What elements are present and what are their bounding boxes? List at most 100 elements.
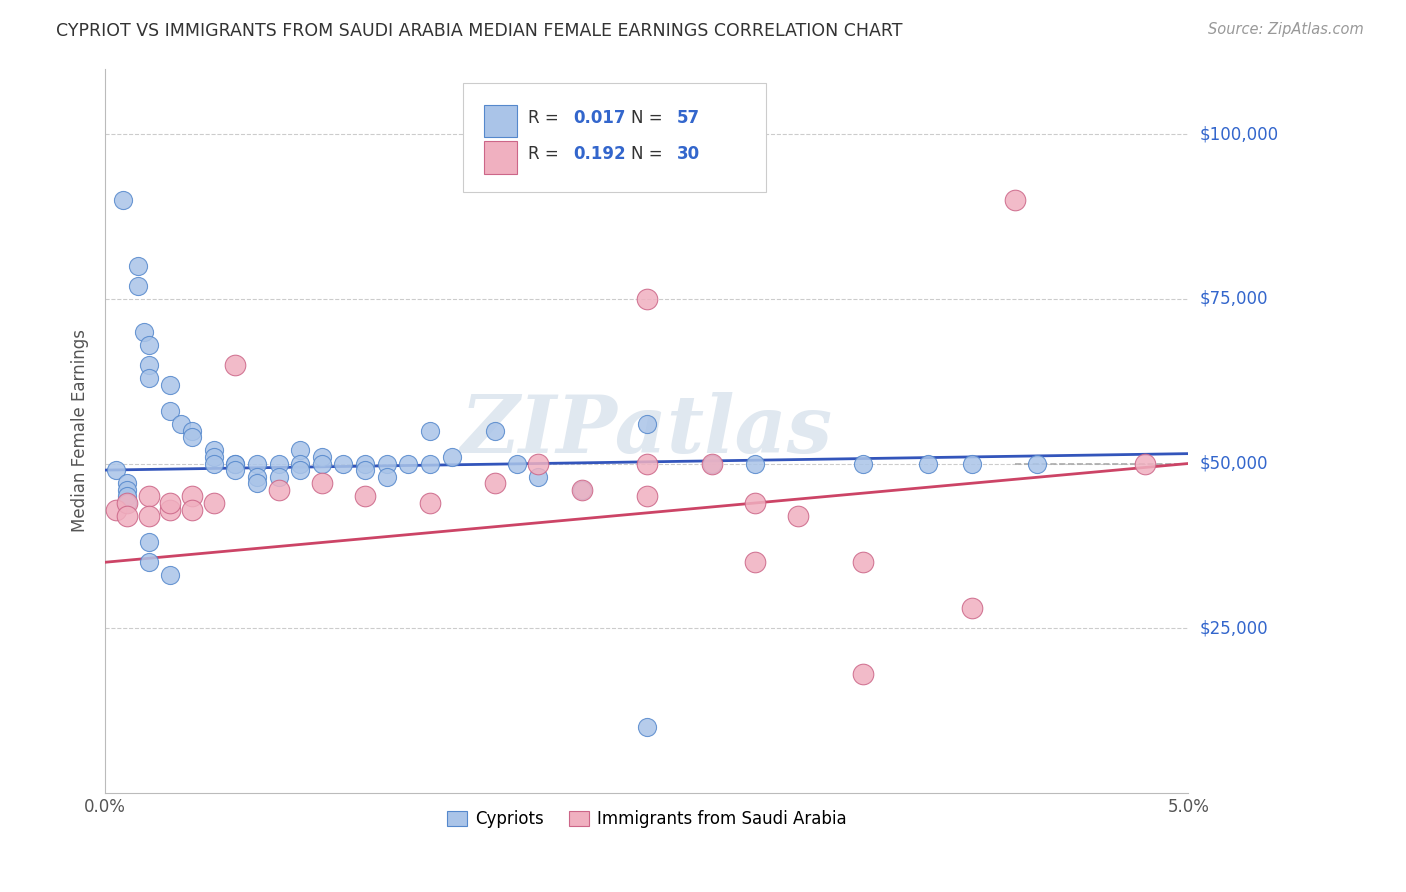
Text: R =: R =	[527, 145, 564, 163]
Point	[105, 463, 128, 477]
Point	[375, 457, 398, 471]
Point	[852, 667, 875, 681]
Text: 30: 30	[678, 145, 700, 163]
Y-axis label: Median Female Earnings: Median Female Earnings	[72, 329, 89, 533]
Point	[852, 457, 875, 471]
Point	[267, 469, 290, 483]
Point	[159, 496, 181, 510]
Point	[159, 568, 181, 582]
Point	[744, 496, 766, 510]
Point	[170, 417, 193, 431]
Text: 0.192: 0.192	[574, 145, 626, 163]
Point	[180, 424, 202, 438]
Point	[224, 358, 246, 372]
Point	[180, 490, 202, 504]
Point	[354, 490, 377, 504]
Point	[138, 371, 160, 385]
FancyBboxPatch shape	[484, 104, 517, 137]
Text: 57: 57	[678, 109, 700, 127]
Point	[636, 720, 658, 734]
Point	[571, 483, 593, 497]
Point	[202, 457, 225, 471]
Point	[115, 483, 138, 497]
Text: Source: ZipAtlas.com: Source: ZipAtlas.com	[1208, 22, 1364, 37]
Point	[180, 502, 202, 516]
Point	[138, 490, 160, 504]
Point	[224, 457, 246, 471]
Text: $25,000: $25,000	[1199, 619, 1268, 637]
Point	[267, 483, 290, 497]
Text: ZIPatlas: ZIPatlas	[461, 392, 832, 469]
Point	[787, 509, 810, 524]
Point	[138, 535, 160, 549]
Point	[288, 443, 311, 458]
Point	[419, 496, 441, 510]
Point	[311, 476, 333, 491]
Point	[527, 457, 550, 471]
Point	[138, 555, 160, 569]
Point	[288, 457, 311, 471]
Point	[440, 450, 463, 464]
Point	[1133, 457, 1156, 471]
Point	[744, 457, 766, 471]
Point	[115, 476, 138, 491]
Point	[484, 476, 506, 491]
Point	[571, 483, 593, 497]
Text: N =: N =	[630, 109, 668, 127]
Point	[180, 430, 202, 444]
Point	[354, 463, 377, 477]
Point	[138, 338, 160, 352]
Point	[636, 417, 658, 431]
Point	[159, 404, 181, 418]
Point	[115, 496, 138, 510]
Point	[138, 358, 160, 372]
Point	[288, 463, 311, 477]
Point	[224, 463, 246, 477]
Text: $100,000: $100,000	[1199, 126, 1278, 144]
Point	[960, 601, 983, 615]
Point	[246, 469, 269, 483]
FancyBboxPatch shape	[463, 83, 766, 192]
Point	[115, 496, 138, 510]
Point	[267, 457, 290, 471]
Point	[105, 502, 128, 516]
Point	[917, 457, 939, 471]
Point	[419, 457, 441, 471]
Text: N =: N =	[630, 145, 668, 163]
Point	[159, 502, 181, 516]
Point	[744, 555, 766, 569]
Point	[134, 325, 156, 339]
Point	[202, 496, 225, 510]
Point	[354, 457, 377, 471]
Text: $50,000: $50,000	[1199, 455, 1268, 473]
Point	[246, 476, 269, 491]
Point	[224, 457, 246, 471]
Point	[127, 259, 149, 273]
Point	[202, 450, 225, 464]
Point	[419, 424, 441, 438]
Point	[484, 424, 506, 438]
Point	[202, 443, 225, 458]
Point	[138, 509, 160, 524]
Point	[636, 457, 658, 471]
Point	[506, 457, 529, 471]
Legend: Cypriots, Immigrants from Saudi Arabia: Cypriots, Immigrants from Saudi Arabia	[440, 804, 853, 835]
Point	[332, 457, 354, 471]
Point	[636, 292, 658, 306]
Point	[700, 457, 723, 471]
Point	[636, 490, 658, 504]
Point	[852, 555, 875, 569]
Point	[375, 469, 398, 483]
Point	[1025, 457, 1047, 471]
Point	[246, 457, 269, 471]
Point	[311, 450, 333, 464]
Point	[111, 193, 134, 207]
Point	[960, 457, 983, 471]
Text: R =: R =	[527, 109, 564, 127]
Text: CYPRIOT VS IMMIGRANTS FROM SAUDI ARABIA MEDIAN FEMALE EARNINGS CORRELATION CHART: CYPRIOT VS IMMIGRANTS FROM SAUDI ARABIA …	[56, 22, 903, 40]
Point	[1004, 193, 1026, 207]
Point	[115, 490, 138, 504]
Text: $75,000: $75,000	[1199, 290, 1268, 308]
Point	[311, 457, 333, 471]
Point	[398, 457, 420, 471]
